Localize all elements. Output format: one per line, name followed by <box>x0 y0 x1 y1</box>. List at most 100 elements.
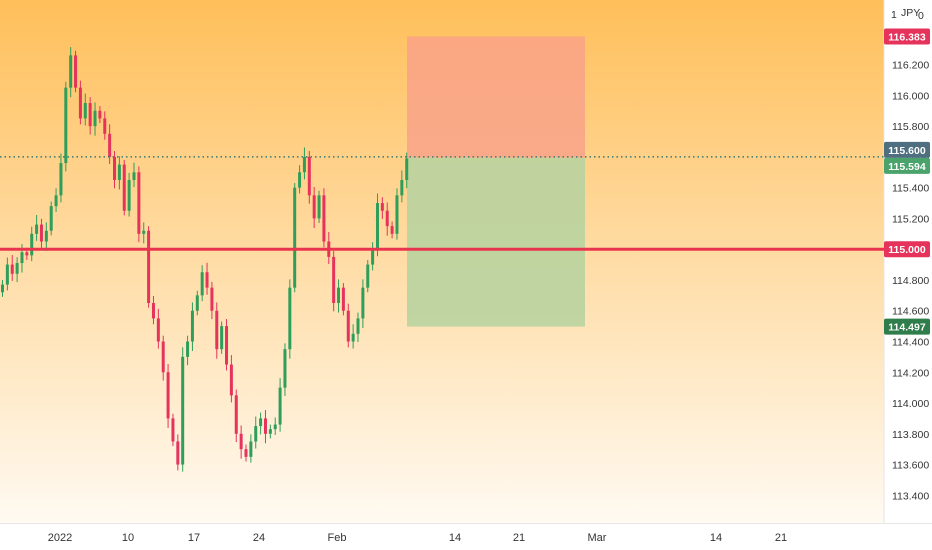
candle-body[interactable] <box>190 310 194 342</box>
candle-body[interactable] <box>229 364 233 396</box>
candle-body[interactable] <box>259 418 263 427</box>
candle-body[interactable] <box>151 303 155 319</box>
level-price-tag: 115.000 <box>884 241 930 258</box>
candle-body[interactable] <box>351 333 355 342</box>
candle-body[interactable] <box>249 441 253 457</box>
candle-body[interactable] <box>78 87 82 119</box>
candle-body[interactable] <box>54 195 58 207</box>
candle-body[interactable] <box>156 318 160 342</box>
candle-body[interactable] <box>35 224 39 234</box>
candle-body[interactable] <box>108 133 112 157</box>
candle-body[interactable] <box>298 172 302 188</box>
candle-body[interactable] <box>293 187 297 288</box>
candle-body[interactable] <box>341 287 345 311</box>
candle-body[interactable] <box>239 433 243 450</box>
candle-body[interactable] <box>346 310 350 342</box>
candle-body[interactable] <box>69 55 73 88</box>
candle-body[interactable] <box>5 264 9 285</box>
current-price-tag: 115.600 <box>884 141 930 158</box>
candle-body[interactable] <box>117 164 121 180</box>
candle-body[interactable] <box>74 55 78 88</box>
time-tick-label: Mar <box>588 532 607 544</box>
candle-body[interactable] <box>15 263 19 274</box>
candle-body[interactable] <box>263 418 267 434</box>
candle-body[interactable] <box>122 164 126 211</box>
candle-body[interactable] <box>132 172 136 180</box>
candle-body[interactable] <box>44 230 48 242</box>
candle-body[interactable] <box>322 195 326 242</box>
candle-body[interactable] <box>113 156 117 180</box>
candle-body[interactable] <box>356 318 360 334</box>
stop-price-tag: 116.383 <box>884 28 930 45</box>
candle-body[interactable] <box>302 156 306 173</box>
candle-body[interactable] <box>200 272 204 296</box>
time-tick-label: 21 <box>775 532 787 544</box>
candle-body[interactable] <box>20 252 24 264</box>
candle-body[interactable] <box>220 326 224 350</box>
candle-body[interactable] <box>283 349 287 388</box>
candle-body[interactable] <box>215 310 219 350</box>
candle-body[interactable] <box>317 195 321 219</box>
candle-body[interactable] <box>390 226 394 234</box>
candle-body[interactable] <box>93 110 97 127</box>
candle-body[interactable] <box>395 195 399 234</box>
candle-body[interactable] <box>39 224 43 242</box>
candle-body[interactable] <box>49 206 53 231</box>
candle-body[interactable] <box>400 179 404 196</box>
candle-body[interactable] <box>181 356 185 465</box>
candle-body[interactable] <box>268 429 272 434</box>
candle-body[interactable] <box>88 103 92 127</box>
candle-body[interactable] <box>205 272 209 288</box>
candle-body[interactable] <box>278 387 282 425</box>
candle-body[interactable] <box>59 163 63 196</box>
take-profit-zone[interactable] <box>407 157 585 327</box>
time-tick-label: 10 <box>122 532 134 544</box>
candle-body[interactable] <box>244 449 248 457</box>
candle-body[interactable] <box>380 203 384 211</box>
candle-body[interactable] <box>371 249 375 265</box>
candle-body[interactable] <box>225 326 229 365</box>
candle-body[interactable] <box>64 87 68 164</box>
candle-body[interactable] <box>142 230 146 234</box>
price-tick-label: 114.000 <box>892 398 929 410</box>
stop-loss-zone[interactable] <box>407 36 585 158</box>
price-tick-label: 116.200 <box>892 60 929 72</box>
price-axis-labels: 116.200116.000115.800115.600115.400115.2… <box>892 60 929 503</box>
candle-body[interactable] <box>385 210 389 227</box>
candle-body[interactable] <box>375 203 379 250</box>
candle-body[interactable] <box>337 287 341 304</box>
candle-body[interactable] <box>10 264 14 274</box>
currency-label: JPY <box>901 7 920 19</box>
candle-body[interactable] <box>254 426 258 442</box>
candle-body[interactable] <box>103 118 107 134</box>
candle-body[interactable] <box>405 158 409 180</box>
candle-body[interactable] <box>83 103 87 119</box>
price-axis-background <box>884 0 932 523</box>
candle-body[interactable] <box>166 372 170 419</box>
candle-body[interactable] <box>312 195 316 219</box>
candle-body[interactable] <box>195 295 199 311</box>
candle-body[interactable] <box>288 287 292 350</box>
candle-body[interactable] <box>273 424 277 430</box>
candle-body[interactable] <box>25 252 29 256</box>
candle-body[interactable] <box>98 110 102 119</box>
price-tick-label: 113.600 <box>892 460 929 472</box>
candle-body[interactable] <box>127 179 131 211</box>
time-tick-label: 21 <box>513 532 525 544</box>
candle-body[interactable] <box>161 341 165 373</box>
candle-body[interactable] <box>361 287 365 319</box>
candle-body[interactable] <box>176 441 180 465</box>
candle-body[interactable] <box>234 395 238 434</box>
candle-body[interactable] <box>332 256 336 304</box>
candle-body[interactable] <box>186 341 190 357</box>
candle-body[interactable] <box>1 284 4 293</box>
candle-body[interactable] <box>366 264 370 288</box>
candle-body[interactable] <box>137 172 141 234</box>
candle-body[interactable] <box>210 287 214 311</box>
candle-body[interactable] <box>171 418 175 442</box>
candle-body[interactable] <box>307 156 311 196</box>
candle-body[interactable] <box>147 230 151 304</box>
candle-body[interactable] <box>30 233 34 256</box>
